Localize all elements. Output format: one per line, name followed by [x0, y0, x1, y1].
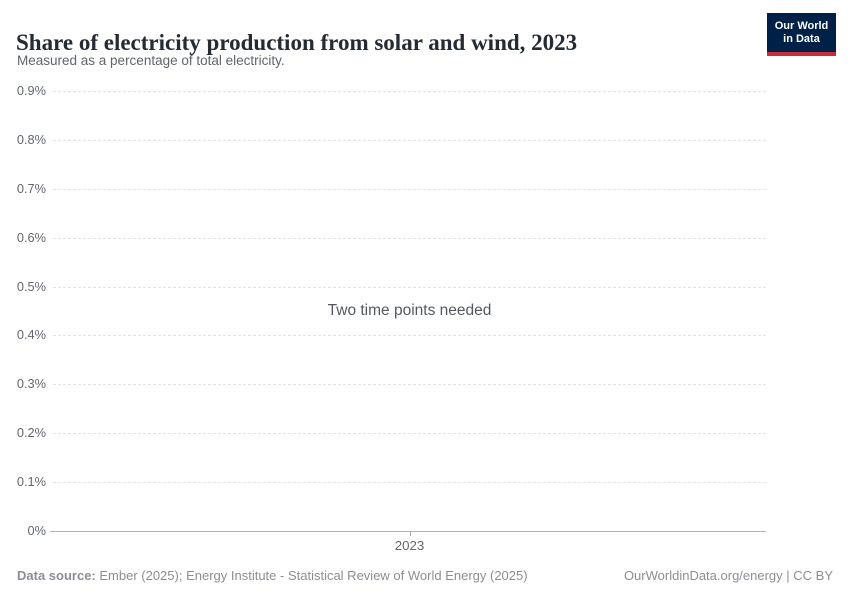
- y-axis-tick-label: 0.6%: [16, 229, 46, 245]
- gridline: [53, 139, 766, 141]
- gridline: [53, 237, 766, 239]
- chart-footer: OurWorldinData.org/energy | CC BY Data s…: [17, 568, 833, 583]
- x-axis-line: [50, 531, 766, 532]
- gridline: [53, 188, 766, 190]
- x-axis-tick-mark: [409, 531, 411, 536]
- x-axis-tick-label: 2023: [394, 538, 425, 553]
- gridline: [53, 482, 766, 484]
- owid-logo-line2: in Data: [783, 33, 820, 45]
- owid-logo-red-bar: [767, 52, 836, 56]
- y-axis-tick-label: 0.5%: [16, 278, 46, 294]
- y-axis-tick-label: 0.9%: [16, 83, 46, 98]
- footer-datasource-text: Ember (2025); Energy Institute - Statist…: [95, 568, 528, 583]
- y-axis-tick-label: 0.3%: [16, 376, 46, 392]
- empty-state-message: Two time points needed: [327, 302, 492, 319]
- footer-datasource-label: Data source:: [17, 568, 96, 583]
- y-axis: 0% 0.1% 0.2% 0.3% 0.4% 0.5% 0.6% 0.7% 0.8% 0.9%: [0, 83, 46, 538]
- plot-area: Two time points needed 2023: [50, 91, 766, 553]
- y-axis-tick-label: 0.8%: [16, 131, 46, 147]
- y-axis-tick-label: 0.1%: [16, 474, 46, 490]
- y-axis-tick-label: 0.4%: [16, 327, 46, 343]
- gridline: [53, 286, 766, 288]
- chart-title: Share of electricity production from sol…: [16, 30, 578, 56]
- owid-logo: Our World in Data: [767, 13, 836, 56]
- y-axis-tick-label: 0.2%: [16, 425, 46, 441]
- y-axis-tick-label: 0.7%: [16, 180, 46, 196]
- chart-subtitle: Measured as a percentage of total electr…: [17, 53, 285, 68]
- gridline: [53, 433, 766, 435]
- footer-credit: OurWorldinData.org/energy | CC BY: [623, 568, 833, 583]
- gridline: [53, 335, 766, 337]
- owid-logo-text: Our World in Data: [767, 13, 836, 52]
- gridline: [53, 91, 766, 92]
- owid-logo-line1: Our World: [774, 20, 829, 32]
- gridline: [53, 384, 766, 386]
- y-axis-tick-label: 0%: [27, 523, 47, 538]
